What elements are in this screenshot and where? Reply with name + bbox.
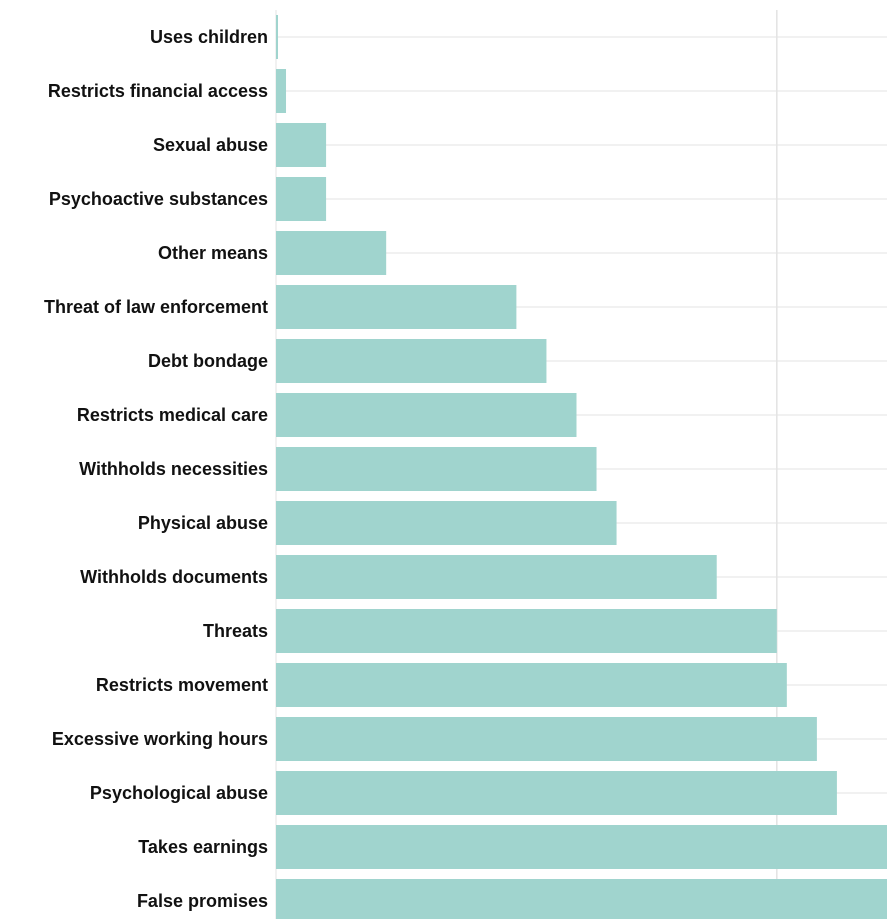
bar <box>276 393 577 437</box>
category-label: Withholds documents <box>80 567 268 587</box>
bar <box>276 717 817 761</box>
bar <box>276 69 287 113</box>
bar <box>276 771 837 815</box>
bar <box>276 177 327 221</box>
category-label: Uses children <box>150 27 268 47</box>
category-label: False promises <box>137 891 268 911</box>
bar <box>276 609 777 653</box>
category-label: Physical abuse <box>138 513 268 533</box>
category-label: Restricts financial access <box>48 81 268 101</box>
bar <box>276 555 717 599</box>
category-labels: Uses children Restricts financial access S… <box>44 27 268 911</box>
bar <box>276 663 787 707</box>
category-label: Threat of law enforcement <box>44 297 268 317</box>
category-label: Other means <box>158 243 268 263</box>
category-label: Restricts movement <box>96 675 268 695</box>
category-label: Psychoactive substances <box>49 189 268 209</box>
bar <box>276 285 517 329</box>
category-label: Restricts medical care <box>77 405 268 425</box>
bar <box>276 15 279 59</box>
category-label: Debt bondage <box>148 351 268 371</box>
category-label: Excessive working hours <box>52 729 268 749</box>
bar <box>276 879 887 919</box>
bar <box>276 825 887 869</box>
bars-layer <box>276 15 887 919</box>
category-label: Threats <box>203 621 268 641</box>
bar <box>276 447 597 491</box>
category-label: Sexual abuse <box>153 135 268 155</box>
bar <box>276 501 617 545</box>
category-label: Takes earnings <box>138 837 268 857</box>
category-label: Withholds necessities <box>79 459 268 479</box>
category-label: Psychological abuse <box>90 783 268 803</box>
bar <box>276 123 327 167</box>
bar <box>276 231 387 275</box>
bar <box>276 339 547 383</box>
